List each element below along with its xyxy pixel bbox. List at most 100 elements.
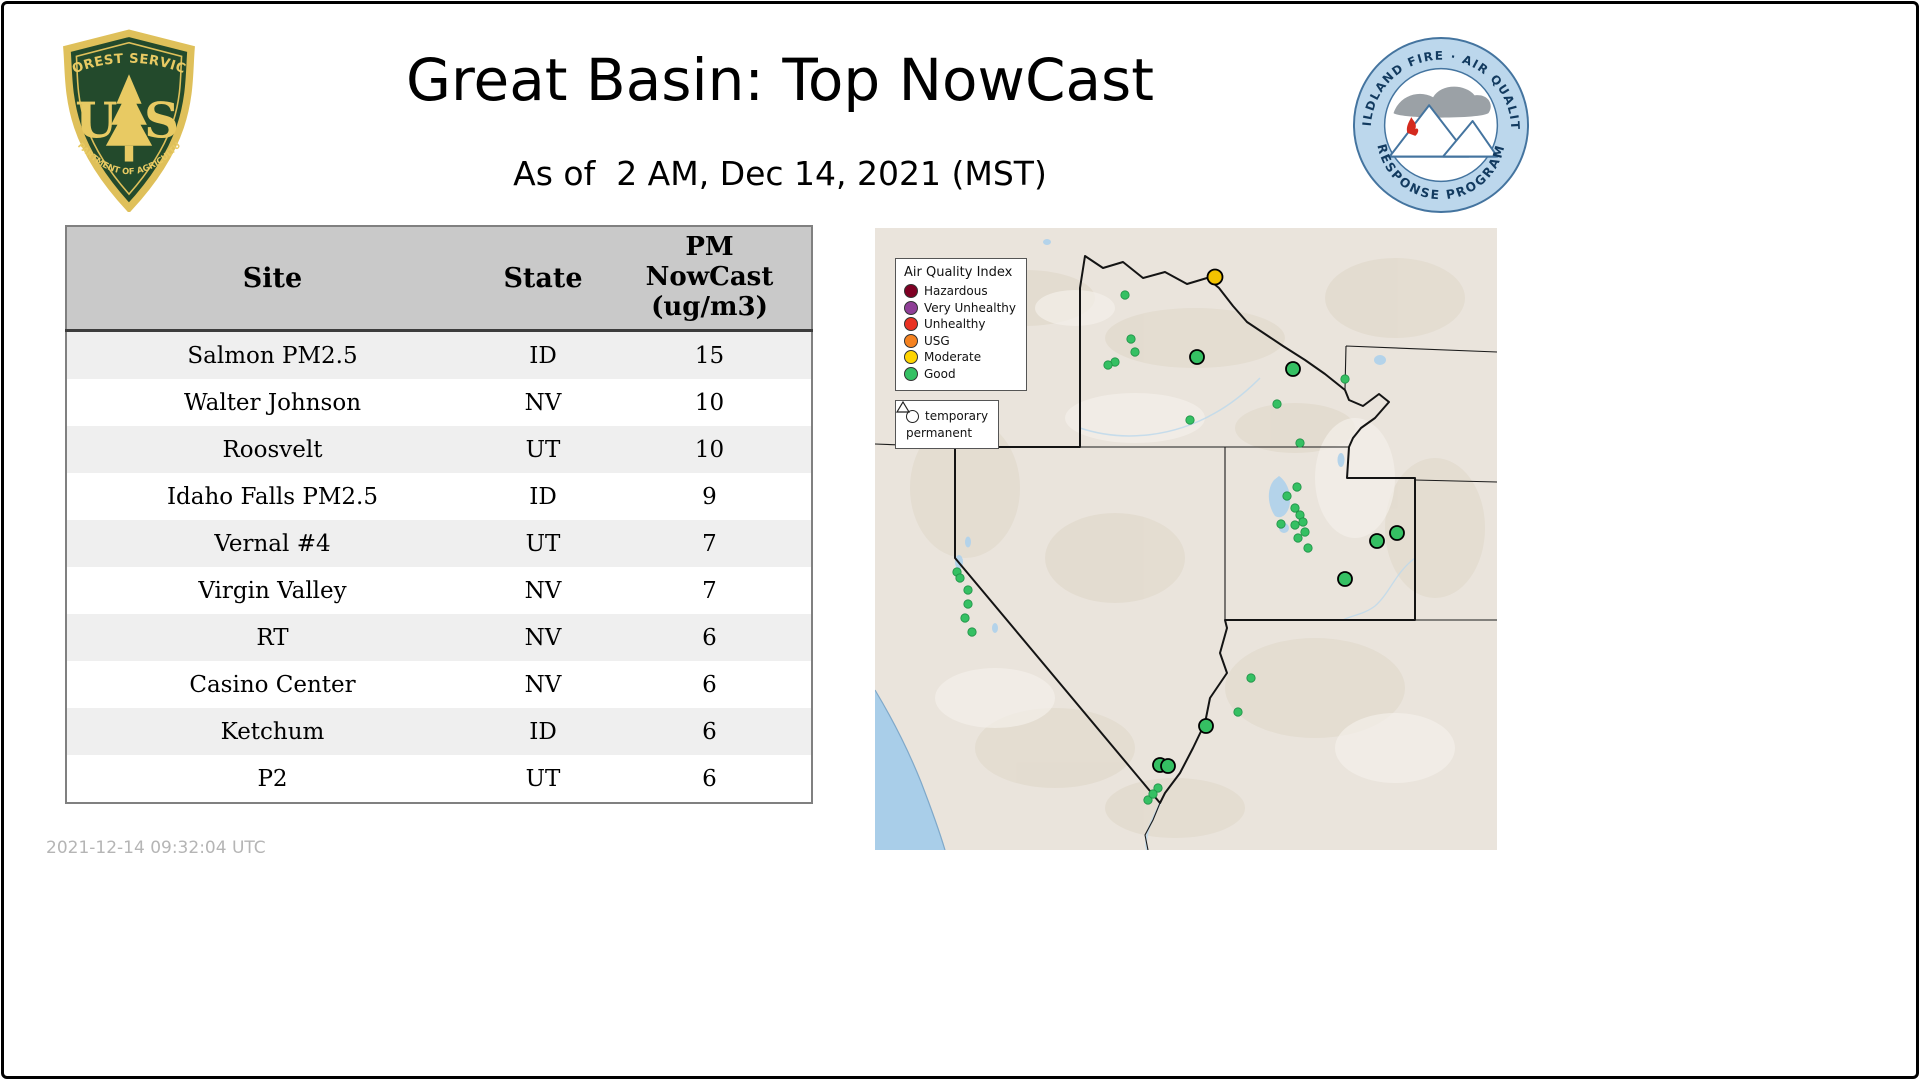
- monitor-good-small: [1290, 520, 1300, 530]
- monitor-good-small: [1293, 533, 1303, 543]
- monitor-good-large: [1369, 533, 1385, 549]
- aqi-color-dot: [904, 366, 918, 381]
- page-subtitle: As of 2 AM, Dec 14, 2021 (MST): [513, 154, 1047, 193]
- monitor-good-small: [1272, 399, 1282, 409]
- aqi-legend-label: Good: [924, 366, 956, 381]
- aqi-legend-title: Air Quality Index: [904, 265, 1013, 280]
- value-cell: 7: [702, 577, 717, 604]
- temporary-label: temporary: [925, 409, 989, 423]
- site-cell: RT: [256, 624, 289, 651]
- permanent-triangle-icon: [896, 401, 910, 413]
- col-header-site: Site: [66, 226, 478, 332]
- col-header-pm-nowcast: PM NowCast (ug/m3): [608, 226, 812, 332]
- monitor-good-small: [963, 585, 973, 595]
- site-cell: Roosvelt: [222, 436, 323, 463]
- temporary-legend-item: temporary: [906, 409, 988, 423]
- aqi-legend: Air Quality Index Hazardous Very Unhealth…: [895, 258, 1027, 391]
- site-cell: Casino Center: [189, 671, 356, 698]
- table-row: Salmon PM2.5 ID 15: [66, 330, 812, 379]
- map-svg: [875, 228, 1497, 850]
- table-row: Idaho Falls PM2.5 ID 9: [66, 473, 812, 520]
- table-row: Walter Johnson NV 10: [66, 379, 812, 426]
- state-cell: ID: [529, 718, 557, 745]
- monitor-good-large: [1160, 758, 1176, 774]
- monitor-good-small: [1292, 482, 1302, 492]
- timestamp: 2021-12-14 09:32:04 UTC: [46, 838, 266, 858]
- aqi-color-dot: [904, 300, 918, 315]
- state-cell: ID: [529, 342, 557, 369]
- table-row: Virgin Valley NV 7: [66, 567, 812, 614]
- site-cell: Ketchum: [220, 718, 325, 745]
- pine-tree-icon: [105, 74, 153, 162]
- monitor-good-small: [955, 573, 965, 583]
- permanent-legend-item: permanent: [896, 401, 988, 440]
- coastline: [875, 689, 946, 850]
- monitor-good-small: [1290, 503, 1300, 513]
- aqi-legend-item: Good: [904, 366, 1016, 381]
- temporary-circle-icon: [906, 409, 919, 423]
- fs-logo-letter-s: S: [144, 93, 179, 149]
- state-cell: ID: [529, 483, 557, 510]
- aqi-color-dot: [904, 284, 918, 298]
- value-cell: 15: [694, 342, 725, 369]
- monitor-good-small: [960, 613, 970, 623]
- forest-service-logo: FOREST SERVICE U S DEPARTMENT OF AGRICUL…: [50, 28, 195, 212]
- monitor-good-large: [1198, 718, 1214, 734]
- state-cell: UT: [525, 436, 561, 463]
- monitor-good-small: [1130, 347, 1140, 357]
- aqi-legend-label: Unhealthy: [924, 317, 986, 331]
- great-basin-map: Air Quality Index Hazardous Very Unhealth…: [875, 228, 1497, 850]
- state-cell: UT: [525, 530, 561, 557]
- monitor-good-small: [1148, 789, 1158, 799]
- shield-inner-line: [75, 41, 183, 196]
- monitor-good-small: [1298, 517, 1308, 527]
- monitor-good-large: [1337, 571, 1353, 587]
- col-header-state: State: [478, 226, 608, 332]
- monitor-moderate-large: [1206, 268, 1224, 286]
- table-row: RT NV 6: [66, 614, 812, 661]
- monitor-good-small: [1246, 673, 1256, 683]
- monitor-good-small: [1303, 543, 1313, 553]
- aqi-legend-label: Hazardous: [924, 284, 988, 298]
- map-markers: [952, 268, 1405, 805]
- aqi-legend-label: Very Unhealthy: [924, 300, 1016, 315]
- site-cell: Vernal #4: [214, 530, 331, 557]
- table-header-row: Site State PM NowCast (ug/m3): [66, 226, 812, 332]
- monitor-good-small: [1185, 415, 1195, 425]
- mountains-icon: [1387, 104, 1499, 158]
- state-cell: NV: [524, 624, 562, 651]
- state-cell: UT: [525, 765, 561, 792]
- aqi-legend-label: Moderate: [924, 350, 982, 364]
- monitor-good-small: [1153, 783, 1163, 793]
- wildland-fire-aq-logo: WILDLAND FIRE · AIR QUALITY RESPONSE PRO…: [1352, 36, 1530, 214]
- monitor-good-small: [1233, 707, 1243, 717]
- aqi-legend-item: Hazardous: [904, 284, 1016, 298]
- smoke-cloud-shape: [1393, 86, 1491, 118]
- monitor-good-small: [1126, 334, 1136, 344]
- monitor-good-large: [1389, 525, 1405, 541]
- aqi-color-dot: [904, 317, 918, 331]
- aqi-legend-item: Very Unhealthy: [904, 300, 1016, 315]
- state-cell: NV: [524, 671, 562, 698]
- state-cell: NV: [524, 577, 562, 604]
- aqi-legend-items: Hazardous Very Unhealthy Unhealthy USG Moder…: [904, 284, 1016, 381]
- monitor-good-small: [1143, 795, 1153, 805]
- monitor-good-small: [1300, 527, 1310, 537]
- value-cell: 6: [702, 765, 717, 792]
- monitor-good-large: [1285, 361, 1301, 377]
- monitor-good-small: [1120, 290, 1130, 300]
- monitor-good-small: [1282, 491, 1292, 501]
- aqi-color-dot: [904, 350, 918, 364]
- value-cell: 10: [694, 389, 725, 416]
- aqi-legend-label: USG: [924, 333, 950, 348]
- value-cell: 10: [694, 436, 725, 463]
- table-row: Roosvelt UT 10: [66, 426, 812, 473]
- table-row: Casino Center NV 6: [66, 661, 812, 708]
- value-cell: 7: [702, 530, 717, 557]
- terrain-highlights: [935, 290, 1455, 783]
- site-cell: Idaho Falls PM2.5: [166, 483, 379, 510]
- flame-icon: [1406, 117, 1419, 136]
- site-cell: Walter Johnson: [183, 389, 362, 416]
- site-cell: Salmon PM2.5: [187, 342, 358, 369]
